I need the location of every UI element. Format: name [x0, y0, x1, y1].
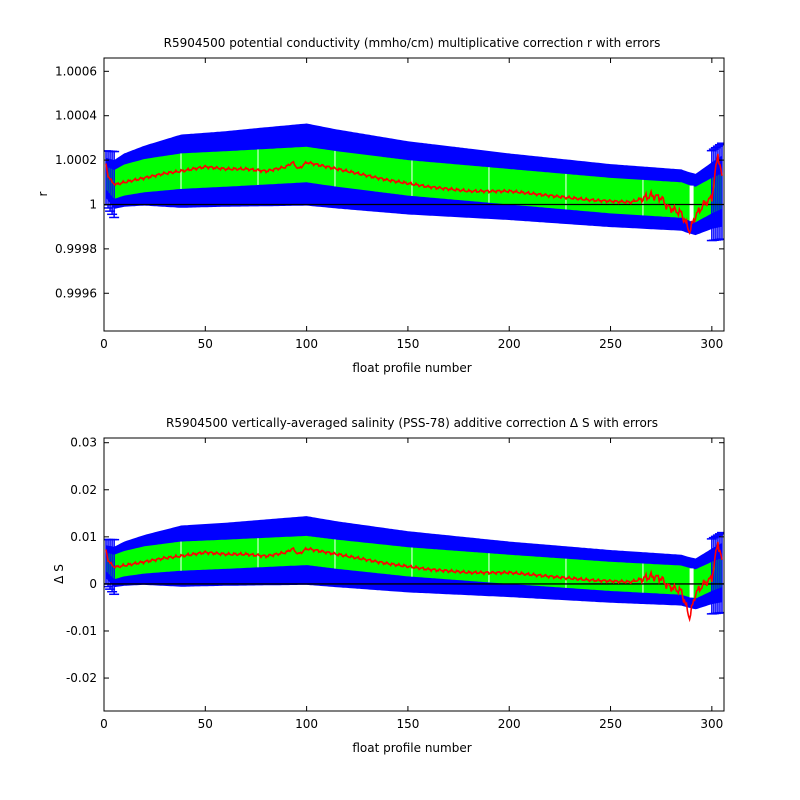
salinity-plot-area	[104, 516, 724, 623]
conductivity-x-tick-label-200: 200	[498, 337, 521, 351]
conductivity-ticks: 0 50 100 150 200 250 300 0.9996 0.9998 1 1.0002 1.0…	[55, 58, 724, 351]
salinity-x-tick-label-300: 300	[700, 717, 723, 731]
conductivity-error-bar-10	[716, 142, 724, 240]
salinity-x-axis-label: float profile number	[352, 741, 471, 755]
conductivity-y-tick-label-5: 1.0006	[55, 64, 97, 78]
salinity-x-tick-label-0: 0	[100, 717, 108, 731]
salinity-chart-title: R5904500 vertically-averaged salinity (P…	[166, 416, 658, 430]
conductivity-x-tick-label-50: 50	[198, 337, 213, 351]
conductivity-x-tick-label-250: 250	[599, 337, 622, 351]
conductivity-x-axis-label: float profile number	[352, 361, 471, 375]
salinity-x-tick-label-50: 50	[198, 717, 213, 731]
salinity-correction-series-line	[105, 541, 723, 623]
conductivity-correction-panel: R5904500 potential conductivity (mmho/cm…	[36, 36, 725, 375]
salinity-y-axis-label: Δ S	[52, 564, 66, 584]
salinity-correction-panel: R5904500 vertically-averaged salinity (P…	[52, 416, 725, 755]
conductivity-plot-area	[104, 123, 724, 242]
salinity-y-tick-label-4: 0.02	[70, 483, 97, 497]
salinity-error-bar-10	[716, 531, 724, 614]
conductivity-y-tick-label-3: 1.0002	[55, 153, 97, 167]
conductivity-y-tick-label-0: 0.9996	[55, 286, 97, 300]
conductivity-axes-frame	[103, 57, 725, 332]
conductivity-y-tick-label-4: 1.0004	[55, 109, 97, 123]
salinity-y-tick-label-2: 0	[89, 577, 97, 591]
conductivity-x-tick-label-100: 100	[295, 337, 318, 351]
conductivity-y-tick-label-1: 0.9998	[55, 242, 97, 256]
conductivity-correction-series-line	[105, 153, 723, 236]
salinity-x-tick-label-150: 150	[396, 717, 419, 731]
conductivity-x-tick-label-0: 0	[100, 337, 108, 351]
salinity-y-tick-label-1: -0.01	[66, 624, 97, 638]
salinity-inner-error-band	[106, 535, 722, 599]
salinity-ticks: 0 50 100 150 200 250 300 -0.02 -0.01 0 0.01 0.02 0.0…	[66, 436, 724, 731]
salinity-axes-frame	[103, 437, 725, 712]
salinity-y-tick-label-5: 0.03	[70, 436, 97, 450]
salinity-x-tick-label-200: 200	[498, 717, 521, 731]
salinity-y-tick-label-0: -0.02	[66, 671, 97, 685]
conductivity-y-tick-label-2: 1	[89, 197, 97, 211]
salinity-x-tick-label-100: 100	[295, 717, 318, 731]
conductivity-chart-title: R5904500 potential conductivity (mmho/cm…	[164, 36, 661, 50]
conductivity-x-tick-label-150: 150	[396, 337, 419, 351]
conductivity-y-axis-label: r	[36, 191, 50, 196]
salinity-x-tick-label-250: 250	[599, 717, 622, 731]
conductivity-x-tick-label-300: 300	[700, 337, 723, 351]
salinity-y-tick-label-3: 0.01	[70, 530, 97, 544]
